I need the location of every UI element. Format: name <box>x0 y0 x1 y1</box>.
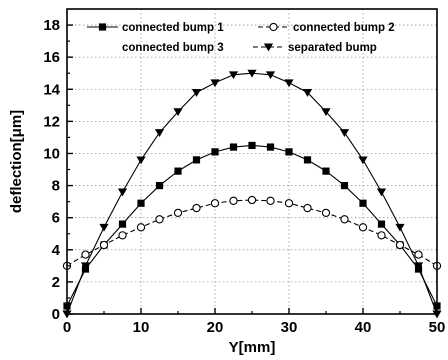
legend-label-connected-bump-2: connected bump 2 <box>293 22 395 34</box>
y-tick-label: 0 <box>52 306 60 323</box>
data-point-connected-bump-2 <box>340 215 349 224</box>
data-point-connected-bump-2 <box>377 231 386 240</box>
legend-label-connected-bump-1: connected bump 1 <box>122 22 224 34</box>
data-point-connected-bump-1 <box>248 141 256 150</box>
data-point-connected-bump-2 <box>192 203 201 213</box>
data-point-connected-bump-1 <box>377 220 386 228</box>
data-point-separated-bump <box>284 79 294 88</box>
series-connected-bump-1 <box>63 141 441 310</box>
data-point-connected-bump-2 <box>229 196 238 205</box>
x-tick-label: 10 <box>133 319 150 336</box>
plot-area-frame <box>66 8 438 315</box>
data-point-separated-bump <box>339 129 350 137</box>
x-axis-title: Y[mm] <box>229 339 276 356</box>
data-point-connected-bump-2 <box>266 196 275 205</box>
legend: connected bump 1 connected bump 2 connec… <box>87 22 395 54</box>
data-point-separated-bump <box>80 262 91 271</box>
y-tick-label: 8 <box>52 178 60 195</box>
data-point-connected-bump-1 <box>285 148 293 156</box>
data-point-connected-bump-1 <box>137 199 145 207</box>
y-axis-title: deflection[μm] <box>8 110 25 213</box>
x-tick-label: 30 <box>281 319 298 336</box>
data-point-separated-bump <box>395 223 405 232</box>
data-point-connected-bump-2 <box>247 195 257 205</box>
data-point-separated-bump <box>265 71 276 80</box>
data-point-connected-bump-2 <box>210 199 220 208</box>
legend-marker-connected-bump-1 <box>98 23 107 31</box>
data-point-connected-bump-2 <box>99 240 109 250</box>
data-point-separated-bump <box>154 129 165 137</box>
data-point-separated-bump <box>376 188 387 197</box>
x-tick-label: 50 <box>429 319 446 336</box>
data-point-separated-bump <box>247 69 257 78</box>
data-point-connected-bump-1 <box>322 167 330 175</box>
series-separated-bump <box>62 69 442 319</box>
y-tick-label: 18 <box>43 17 60 34</box>
legend-row-2 <box>253 43 284 52</box>
data-point-separated-bump <box>302 89 313 97</box>
legend-marker-separated-bump <box>263 43 274 52</box>
data-point-separated-bump <box>117 188 128 197</box>
legend-label-connected-bump-3: connected bump 3 <box>122 42 224 54</box>
data-point-connected-bump-2 <box>284 199 294 208</box>
data-point-connected-bump-1 <box>155 181 164 190</box>
data-point-connected-bump-2 <box>155 215 164 224</box>
legend-row-1 <box>87 22 289 32</box>
legend-label-separated-bump: separated bump <box>288 42 377 54</box>
y-tick-label: 4 <box>52 242 61 259</box>
data-point-separated-bump <box>99 223 109 232</box>
x-tick-label: 20 <box>207 319 224 336</box>
data-point-connected-bump-1 <box>359 199 367 207</box>
data-point-connected-bump-2 <box>118 231 127 240</box>
data-point-separated-bump <box>210 79 220 88</box>
legend-marker-connected-bump-2 <box>269 22 278 32</box>
data-point-connected-bump-1 <box>192 156 201 164</box>
data-point-connected-bump-2 <box>395 240 405 250</box>
data-point-separated-bump <box>191 89 202 97</box>
series-connected-bump-2 <box>62 195 442 270</box>
data-point-connected-bump-1 <box>118 220 127 228</box>
data-point-connected-bump-2 <box>303 203 312 213</box>
y-tick-label: 6 <box>52 210 60 227</box>
data-point-separated-bump <box>228 71 239 80</box>
data-point-separated-bump <box>321 108 331 117</box>
data-point-connected-bump-2 <box>414 250 423 259</box>
y-tick-label: 14 <box>43 81 60 98</box>
data-point-connected-bump-2 <box>358 223 368 232</box>
y-tick-label: 2 <box>52 274 60 291</box>
data-point-connected-bump-1 <box>340 181 349 190</box>
data-point-connected-bump-1 <box>229 143 238 151</box>
data-point-connected-bump-2 <box>81 250 90 259</box>
data-point-connected-bump-2 <box>173 208 183 218</box>
data-point-connected-bump-2 <box>321 208 331 218</box>
y-tick-label: 16 <box>43 49 60 66</box>
data-point-connected-bump-1 <box>211 148 219 156</box>
y-tick-label: 10 <box>43 145 60 162</box>
axis-ticks: 0 10 20 30 40 50 0 2 4 6 8 10 12 14 16 18 <box>43 17 445 336</box>
x-tick-label: 0 <box>63 319 71 336</box>
data-point-connected-bump-1 <box>303 156 312 164</box>
y-tick-label: 12 <box>43 113 60 130</box>
grid <box>67 9 437 314</box>
data-point-separated-bump <box>413 262 424 271</box>
series-layer <box>62 69 442 319</box>
data-point-separated-bump <box>358 156 368 165</box>
data-point-separated-bump <box>173 108 183 117</box>
data-point-connected-bump-1 <box>266 143 275 151</box>
x-tick-label: 40 <box>355 319 372 336</box>
data-point-connected-bump-2 <box>136 223 146 232</box>
data-point-separated-bump <box>136 156 146 165</box>
data-point-connected-bump-1 <box>174 167 182 175</box>
